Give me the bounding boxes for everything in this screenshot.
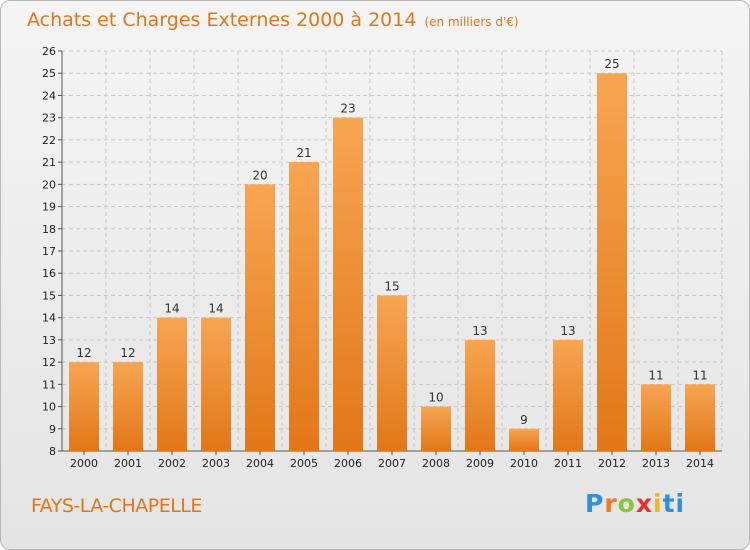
bar-2013 — [641, 384, 671, 451]
bar-2001 — [113, 362, 143, 451]
data-label: 23 — [340, 102, 355, 116]
x-tick-label: 2011 — [554, 457, 582, 470]
x-tick-labels: 2000 2001 2002 2003 2004 2005 2006 2007 2008 2009… — [70, 457, 714, 470]
bar-2011 — [553, 339, 583, 451]
y-tick-label: 9 — [49, 423, 56, 436]
data-label: 20 — [252, 168, 267, 182]
x-tick-label: 2002 — [158, 457, 186, 470]
y-tick-label: 26 — [42, 45, 56, 58]
y-tick-label: 8 — [49, 445, 56, 458]
y-tick-label: 17 — [42, 245, 56, 258]
data-label: 12 — [76, 346, 91, 360]
commune-name: FAYS-LA-CHAPELLE — [31, 495, 202, 517]
bar-2012 — [597, 73, 627, 451]
data-label: 9 — [520, 413, 528, 427]
y-tick-label: 14 — [42, 312, 56, 325]
x-tick-label: 2007 — [378, 457, 406, 470]
x-tick-label: 2005 — [290, 457, 318, 470]
x-tick-label: 2000 — [70, 457, 98, 470]
data-label: 12 — [120, 346, 135, 360]
data-label: 15 — [384, 279, 399, 293]
x-tick-label: 2006 — [334, 457, 362, 470]
x-tick-label: 2009 — [466, 457, 494, 470]
y-tick-label: 21 — [42, 156, 56, 169]
y-tick-label: 25 — [42, 67, 56, 80]
y-tick-label: 15 — [42, 289, 56, 302]
y-tick-label: 23 — [42, 112, 56, 125]
proxiti-logo: Proxiti — [585, 489, 686, 518]
bar-2009 — [465, 339, 495, 451]
x-tick-label: 2008 — [422, 457, 450, 470]
bar-2007 — [377, 295, 407, 451]
data-label: 11 — [692, 368, 707, 382]
y-tick-label: 11 — [42, 378, 56, 391]
data-label: 13 — [472, 324, 487, 338]
bar-2003 — [201, 317, 231, 451]
bar-2002 — [157, 317, 187, 451]
data-label: 10 — [428, 391, 443, 405]
data-label: 11 — [648, 368, 663, 382]
y-tick-label: 12 — [42, 356, 56, 369]
x-tick-label: 2014 — [686, 457, 714, 470]
bar-2014 — [685, 384, 715, 451]
y-tick-label: 16 — [42, 267, 56, 280]
data-labels: 12 12 14 14 20 21 23 15 10 13 9 13 25 11 11 — [76, 57, 707, 427]
y-tick-labels: 8 9 10 11 12 13 14 15 16 17 18 19 20 21 22 23 24 25 26 — [42, 45, 56, 458]
bar-2008 — [421, 406, 451, 451]
bars — [69, 73, 715, 452]
x-tick-label: 2013 — [642, 457, 670, 470]
data-label: 25 — [604, 57, 619, 71]
y-tick-label: 13 — [42, 334, 56, 347]
bar-2000 — [69, 362, 99, 451]
x-tick-label: 2010 — [510, 457, 538, 470]
y-tick-label: 18 — [42, 223, 56, 236]
chart-title: Achats et Charges Externes 2000 à 2014 (e… — [27, 9, 519, 31]
bar-2005 — [289, 162, 319, 451]
x-tick-label: 2004 — [246, 457, 274, 470]
data-label: 14 — [208, 302, 223, 316]
bar-2004 — [245, 184, 275, 452]
data-label: 13 — [560, 324, 575, 338]
chart-subtitle: (en milliers d'€) — [424, 15, 519, 29]
x-tick-label: 2003 — [202, 457, 230, 470]
y-tick-label: 10 — [42, 401, 56, 414]
data-label: 14 — [164, 302, 179, 316]
y-tick-label: 20 — [42, 178, 56, 191]
x-tick-label: 2012 — [598, 457, 626, 470]
bar-2010 — [509, 428, 539, 451]
x-tick-label: 2001 — [114, 457, 142, 470]
y-tick-label: 22 — [42, 134, 56, 147]
y-tick-label: 24 — [42, 89, 56, 102]
bar-2006 — [333, 117, 363, 452]
y-tick-label: 19 — [42, 201, 56, 214]
data-label: 21 — [296, 146, 311, 160]
